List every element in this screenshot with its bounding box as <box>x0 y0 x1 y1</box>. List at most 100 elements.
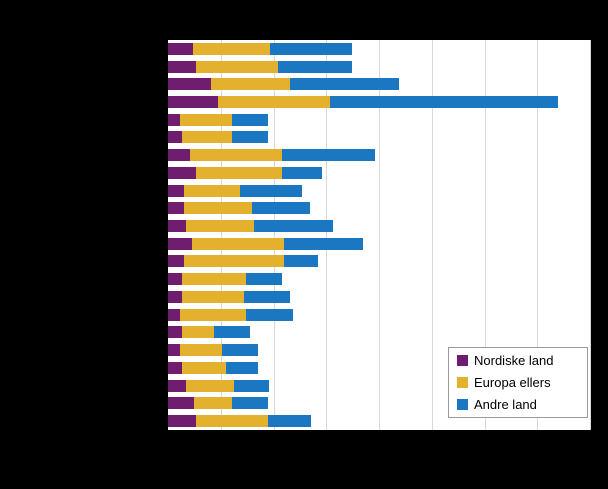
bar-segment-europa-ellers <box>195 414 268 427</box>
bar-segment-nordiske-land <box>168 290 183 303</box>
bar-segment-nordiske-land <box>168 326 183 339</box>
bar-row <box>168 308 590 321</box>
bar-row <box>168 414 590 427</box>
bar-segment-andre-land <box>277 60 352 73</box>
plot-area: Nordiske land Europa ellers Andre land <box>168 40 591 430</box>
bar-row <box>168 344 590 357</box>
bar-segment-nordiske-land <box>168 379 186 392</box>
legend-item-andre-land: Andre land <box>457 398 579 411</box>
bar-segment-europa-ellers <box>182 290 245 303</box>
andre-land-swatch-icon <box>457 399 468 410</box>
bar-segment-nordiske-land <box>168 344 181 357</box>
bar-segment-europa-ellers <box>183 255 285 268</box>
bar-segment-nordiske-land <box>168 78 212 91</box>
bar-segment-nordiske-land <box>168 42 193 55</box>
legend-item-nordiske-land: Nordiske land <box>457 354 579 367</box>
bar-segment-andre-land <box>329 96 558 109</box>
bar-segment-andre-land <box>253 220 334 233</box>
bar-row <box>168 96 590 109</box>
bar-row <box>168 42 590 55</box>
bar-segment-europa-ellers <box>183 184 240 197</box>
bar-segment-andre-land <box>246 273 282 286</box>
gridline <box>273 40 275 430</box>
bar-segment-nordiske-land <box>168 96 219 109</box>
bar-segment-europa-ellers <box>185 379 234 392</box>
bar-segment-andre-land <box>251 202 310 215</box>
bar-row <box>168 273 590 286</box>
bar-segment-andre-land <box>269 42 352 55</box>
bar-segment-nordiske-land <box>168 113 181 126</box>
bar-segment-nordiske-land <box>168 237 193 250</box>
bar-row <box>168 397 590 410</box>
bar-segment-europa-ellers <box>185 220 254 233</box>
nordiske-land-swatch-icon <box>457 355 468 366</box>
bar-segment-europa-ellers <box>193 397 232 410</box>
bar-row <box>168 220 590 233</box>
legend-label-nordiske-land: Nordiske land <box>474 353 554 368</box>
bar-segment-nordiske-land <box>168 220 186 233</box>
gridline <box>590 40 591 430</box>
bar-segment-andre-land <box>283 237 363 250</box>
bar-segment-europa-ellers <box>192 42 270 55</box>
bar-segment-europa-ellers <box>192 237 284 250</box>
bar-segment-europa-ellers <box>211 78 291 91</box>
bar-segment-europa-ellers <box>183 202 252 215</box>
bar-row <box>168 379 590 392</box>
bar-segment-nordiske-land <box>168 273 183 286</box>
bar-segment-andre-land <box>231 397 268 410</box>
bar-segment-europa-ellers <box>182 326 215 339</box>
bar-segment-andre-land <box>232 113 269 126</box>
bar-segment-nordiske-land <box>168 397 194 410</box>
legend-item-europa-ellers: Europa ellers <box>457 376 579 389</box>
bar-segment-europa-ellers <box>180 344 223 357</box>
bar-segment-nordiske-land <box>168 166 196 179</box>
bar-row <box>168 60 590 73</box>
gridline <box>379 40 380 430</box>
gridline <box>220 40 222 430</box>
bar-segment-andre-land <box>281 166 322 179</box>
bar-segment-europa-ellers <box>218 96 330 109</box>
gridline <box>537 40 539 430</box>
bar-row <box>168 184 590 197</box>
bar-segment-andre-land <box>284 255 318 268</box>
bar-segment-nordiske-land <box>168 131 183 144</box>
bar-segment-andre-land <box>222 344 259 357</box>
gridline <box>431 40 433 430</box>
bar-segment-europa-ellers <box>195 166 282 179</box>
bar-row <box>168 113 590 126</box>
bar-segment-andre-land <box>214 326 251 339</box>
bar-row <box>168 149 590 162</box>
bar-row <box>168 326 590 339</box>
bar-row <box>168 78 590 91</box>
bar-segment-europa-ellers <box>195 60 278 73</box>
bar-segment-andre-land <box>233 379 269 392</box>
legend-label-europa-ellers: Europa ellers <box>474 375 551 390</box>
bar-segment-nordiske-land <box>168 414 196 427</box>
bar-rows <box>168 40 590 430</box>
bar-segment-andre-land <box>246 308 293 321</box>
bar-segment-europa-ellers <box>180 113 233 126</box>
bar-row <box>168 202 590 215</box>
bar-segment-andre-land <box>244 290 291 303</box>
bar-segment-andre-land <box>232 131 269 144</box>
bar-segment-nordiske-land <box>168 184 184 197</box>
bar-segment-nordiske-land <box>168 308 181 321</box>
bar-segment-andre-land <box>281 149 375 162</box>
bar-segment-andre-land <box>290 78 399 91</box>
europa-ellers-swatch-icon <box>457 377 468 388</box>
bar-row <box>168 290 590 303</box>
legend: Nordiske land Europa ellers Andre land <box>448 347 588 418</box>
bar-segment-andre-land <box>239 184 302 197</box>
bar-segment-nordiske-land <box>168 60 196 73</box>
bar-row <box>168 255 590 268</box>
bar-segment-europa-ellers <box>182 131 233 144</box>
bar-segment-nordiske-land <box>168 361 183 374</box>
bar-segment-nordiske-land <box>168 255 184 268</box>
bar-segment-nordiske-land <box>168 149 191 162</box>
bar-segment-europa-ellers <box>182 273 247 286</box>
bar-segment-europa-ellers <box>180 308 247 321</box>
legend-label-andre-land: Andre land <box>474 397 537 412</box>
bar-row <box>168 361 590 374</box>
bar-segment-andre-land <box>226 361 259 374</box>
